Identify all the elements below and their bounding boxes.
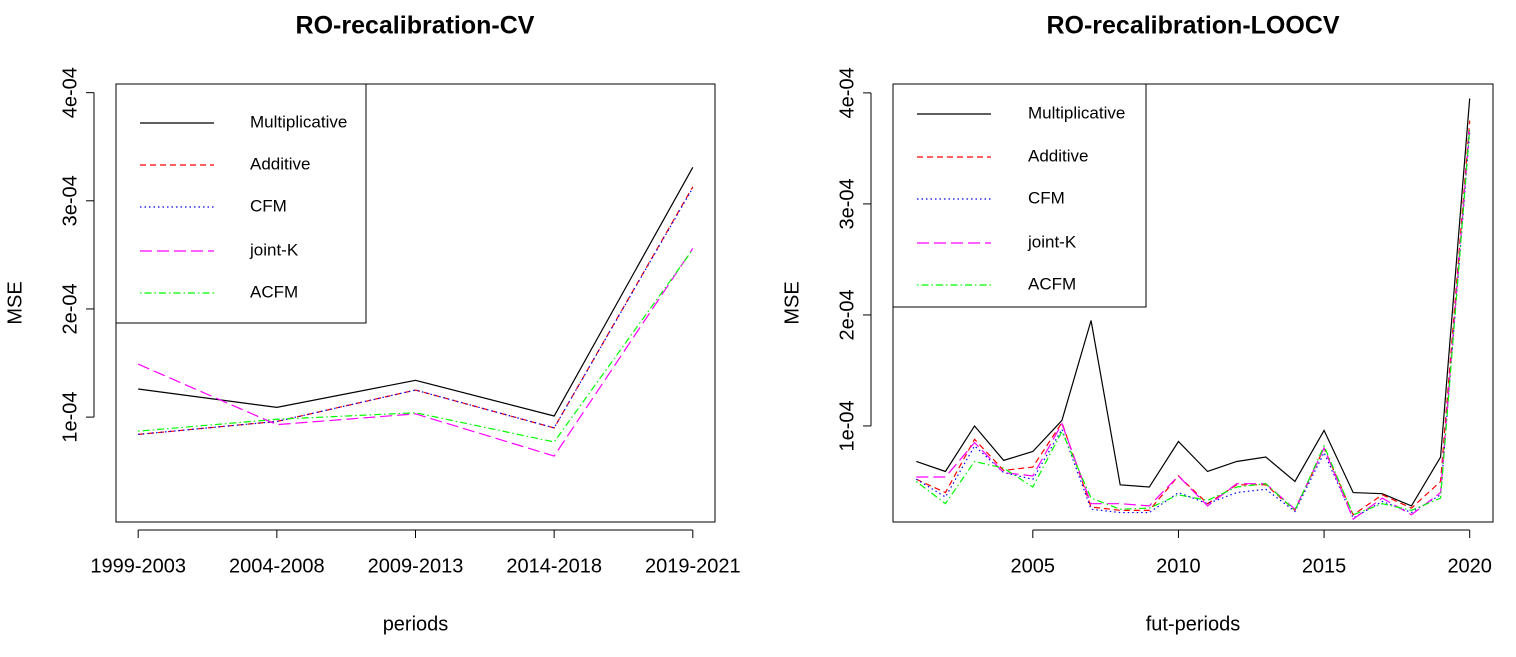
x-tick-label: 2009-2013 <box>368 555 464 577</box>
y-tick-label: 2e-04 <box>59 283 81 334</box>
x-tick-label: 2015 <box>1302 555 1347 577</box>
data-line <box>915 128 1471 516</box>
x-tick-label: 2010 <box>1156 555 1201 577</box>
legend-label: ACFM <box>1028 274 1076 293</box>
chart-title: RO-recalibration-CV <box>296 12 535 40</box>
data-line <box>915 131 1471 519</box>
y-tick-label: 4e-04 <box>59 67 81 118</box>
y-tick-label: 4e-04 <box>836 67 858 118</box>
legend-label: Multiplicative <box>1028 103 1125 122</box>
y-axis-label: MSE <box>781 281 803 324</box>
plot: RO-recalibration-CV periods MSE 1e-04 2e-04 3… <box>4 12 740 636</box>
data-line <box>137 248 694 457</box>
legend: Multiplicative Additive CFM joint-K ACFM <box>115 83 367 324</box>
x-tick-label: 2004-2008 <box>229 555 325 577</box>
legend: Multiplicative Additive CFM joint-K ACFM <box>892 83 1147 308</box>
y-tick-label: 1e-04 <box>836 400 858 451</box>
plot: RO-recalibration-LOOCV fut-periods MSE 1e-0… <box>781 12 1494 635</box>
legend-label: joint-K <box>249 240 299 259</box>
x-axis-label: fut-periods <box>1146 613 1241 635</box>
x-tick-label: 2020 <box>1447 555 1492 577</box>
x-tick-label: 1999-2003 <box>90 555 186 577</box>
data-line <box>138 249 694 443</box>
legend-label: Additive <box>250 154 310 173</box>
legend-label: joint-K <box>1027 232 1077 251</box>
x-tick-label: 2019-2021 <box>645 555 741 577</box>
y-tick-label: 2e-04 <box>836 289 858 340</box>
data-line <box>138 166 694 417</box>
data-line <box>916 98 1471 507</box>
legend-label: Multiplicative <box>250 112 347 131</box>
y-tick-label: 3e-04 <box>59 175 81 226</box>
y-tick-label: 1e-04 <box>59 392 81 443</box>
data-line <box>916 120 1471 516</box>
x-axis-label: periods <box>383 613 449 635</box>
legend-label: CFM <box>1028 188 1065 207</box>
chart-title: RO-recalibration-LOOCV <box>1046 12 1339 40</box>
x-tick-label: 2005 <box>1011 555 1056 577</box>
legend-box <box>115 83 367 324</box>
x-tick-label: 2014-2018 <box>506 555 602 577</box>
legend-label: ACFM <box>250 282 298 301</box>
data-line <box>138 187 694 435</box>
data-line <box>916 126 1471 521</box>
legend-label: CFM <box>250 196 287 215</box>
data-line <box>138 186 694 435</box>
y-axis-label: MSE <box>4 281 26 324</box>
y-tick-label: 3e-04 <box>836 178 858 229</box>
legend-box <box>892 83 1147 308</box>
legend-label: Additive <box>1028 146 1088 165</box>
